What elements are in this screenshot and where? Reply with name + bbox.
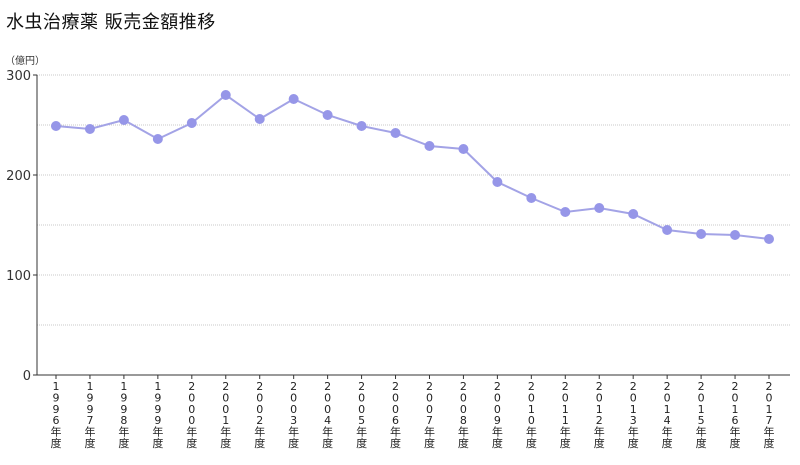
data-point [51,121,61,131]
x-tick-label: 2 0 1 7 年度 [764,380,775,450]
x-tick-label: 2 0 0 6 年度 [390,380,401,450]
data-point [594,203,605,213]
data-point [84,124,95,134]
y-unit-label: （億円） [5,54,45,67]
x-tick-label: 2 0 1 3 年度 [628,380,639,450]
grid-lines [37,74,790,326]
data-point [492,177,503,187]
data-point [390,128,401,138]
x-tick-label: 1 9 9 7 年度 [84,380,95,450]
x-tick-label: 1 9 9 8 年度 [118,380,129,450]
x-tick-label: 2 0 1 6 年度 [730,380,741,450]
data-point [662,225,673,235]
x-tick-label: 2 0 1 5 年度 [696,380,707,450]
x-tick-label: 2 0 0 4 年度 [322,380,333,450]
y-axis-labels: 0 100 200 300 （億円） [5,54,45,384]
data-point [628,209,639,219]
x-tick-label: 2 0 1 4 年度 [662,380,673,450]
x-tick-label: 2 0 1 2 年度 [594,380,605,450]
x-tick-label: 1 9 9 6 年度 [51,380,62,450]
data-point [118,115,129,125]
data-point [526,193,537,203]
data-point [424,141,435,151]
data-point [186,118,197,128]
x-axis-labels: 1 9 9 6 年度 1 9 9 7 年度 1 9 9 8 年度 1 9 9 9 年度 2 0 0 0 年度 2 0 0 1 年度 2 0 0 2… [51,380,775,450]
x-tick-label: 2 0 0 2 年度 [254,380,265,450]
x-tick-label: 2 0 1 0 年度 [526,380,537,450]
data-point [152,134,163,144]
chart-title: 水虫治療薬 販売金額推移 [6,12,216,33]
x-tick-label: 2 0 0 5 年度 [356,380,367,450]
data-point [254,114,265,124]
x-tick-label: 2 0 1 1 年度 [560,380,571,450]
series-line [55,93,770,240]
data-point [322,110,333,120]
x-tick-label: 2 0 0 0 年度 [186,380,197,450]
y-tick-label: 100 [6,269,31,284]
x-tick-label: 2 0 0 7 年度 [424,380,435,450]
y-tick-label: 200 [6,169,31,184]
y-tick-label: 0 [23,369,31,384]
axes [33,74,790,379]
data-point [220,90,231,100]
data-point [696,229,707,239]
x-tick-label: 1 9 9 9 年度 [152,380,163,450]
x-tick-label: 2 0 0 1 年度 [220,380,231,450]
data-point [458,144,469,154]
x-tick-label: 2 0 0 9 年度 [492,380,503,450]
data-point [560,207,571,217]
data-point [356,121,367,131]
data-point [288,94,299,104]
x-tick-label: 2 0 0 8 年度 [458,380,469,450]
data-point [764,234,774,244]
data-point [730,230,741,240]
x-tick-label: 2 0 0 3 年度 [288,380,299,450]
y-tick-label: 300 [6,69,31,84]
series [51,90,774,244]
